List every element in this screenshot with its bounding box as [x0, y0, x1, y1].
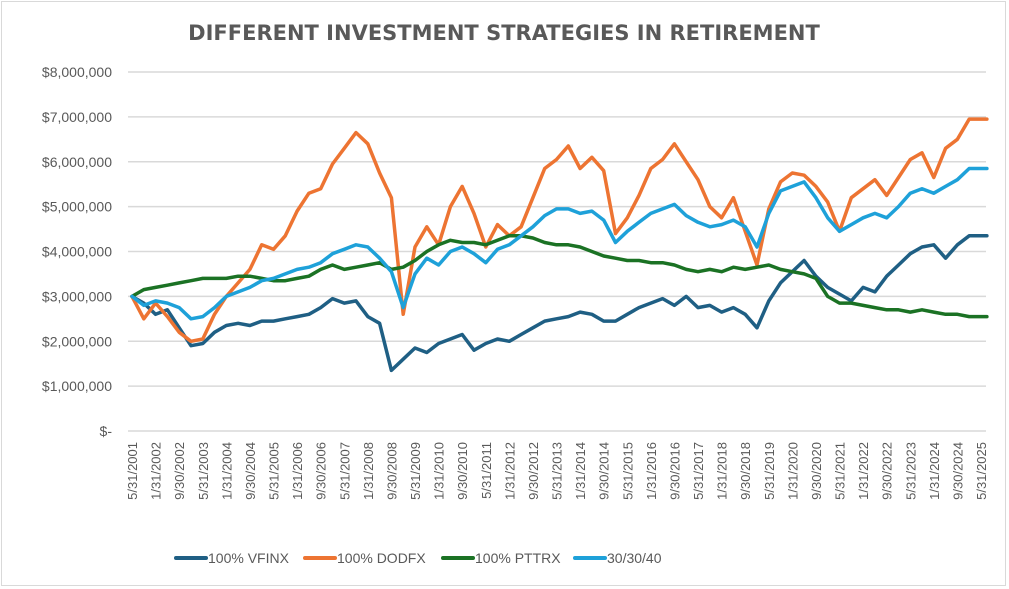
x-tick-label: 1/31/2024 [927, 442, 942, 500]
x-tick-label: 5/31/2025 [974, 442, 989, 500]
x-tick-label: 5/31/2023 [903, 442, 918, 500]
x-tick-label: 5/31/2017 [691, 442, 706, 500]
x-tick-label: 5/31/2009 [408, 442, 423, 500]
x-tick-label: 9/30/2020 [809, 442, 824, 500]
x-axis-ticks: 5/31/2001 1/31/2002 9/30/2002 5/31/2003 1/31… [125, 442, 989, 500]
x-tick-label: 1/31/2018 [715, 442, 730, 500]
legend-label: 100% DODFX [337, 550, 426, 566]
x-tick-label: 5/31/2015 [620, 442, 635, 500]
y-axis-ticks: $- $1,000,000 $2,000,000 $3,000,000 $4,000,0… [42, 64, 112, 439]
x-tick-label: 9/30/2024 [950, 442, 965, 500]
x-tick-label: 1/31/2022 [856, 442, 871, 500]
x-tick-label: 5/31/2013 [550, 442, 565, 500]
series-line-30-30-40 [130, 166, 989, 321]
y-tick-label: $4,000,000 [42, 244, 112, 260]
x-tick-label: 1/31/2020 [785, 442, 800, 500]
y-tick-label: $2,000,000 [42, 333, 112, 349]
x-tick-label: 9/30/2014 [597, 442, 612, 500]
x-tick-label: 9/30/2018 [738, 442, 753, 500]
series-line-100-vfinx [130, 234, 989, 373]
x-tick-label: 1/31/2002 [149, 442, 164, 500]
legend-label: 30/30/40 [607, 550, 662, 566]
y-tick-label: $6,000,000 [42, 154, 112, 170]
x-tick-label: 5/31/2011 [479, 442, 494, 499]
gridlines [128, 71, 986, 432]
x-tick-label: 1/31/2014 [573, 442, 588, 500]
x-tick-label: 1/31/2006 [290, 442, 305, 500]
x-tick-label: 5/31/2003 [196, 442, 211, 500]
x-tick-label: 9/30/2006 [314, 442, 329, 500]
x-tick-label: 9/30/2008 [384, 442, 399, 500]
series-lines [130, 117, 989, 373]
y-tick-label: $8,000,000 [42, 64, 112, 80]
x-tick-label: 9/30/2022 [880, 442, 895, 500]
y-tick-label: $7,000,000 [42, 109, 112, 125]
legend: 100% VFINX 100% DODFX 100% PTTRX 30/30/40 [174, 550, 662, 566]
x-tick-label: 1/31/2016 [644, 442, 659, 500]
x-tick-label: 9/30/2002 [172, 442, 187, 500]
y-tick-label: $1,000,000 [42, 378, 112, 394]
x-tick-label: 5/31/2007 [337, 442, 352, 500]
x-tick-label: 1/31/2004 [219, 442, 234, 500]
legend-label: 100% VFINX [208, 550, 290, 566]
x-tick-label: 5/31/2021 [833, 442, 848, 500]
x-tick-label: 5/31/2001 [125, 442, 140, 500]
series-line-100-pttrx [130, 234, 989, 319]
x-tick-label: 1/31/2012 [502, 442, 517, 500]
x-tick-label: 5/31/2005 [267, 442, 282, 500]
x-tick-label: 9/30/2016 [667, 442, 682, 500]
series-line-100-dodfx [130, 117, 989, 344]
x-tick-label: 9/30/2004 [243, 442, 258, 500]
y-tick-label: $5,000,000 [42, 199, 112, 215]
x-tick-label: 9/30/2010 [455, 442, 470, 500]
x-tick-label: 1/31/2010 [432, 442, 447, 500]
y-tick-label: $- [100, 423, 113, 439]
y-tick-label: $3,000,000 [42, 288, 112, 304]
x-tick-label: 5/31/2019 [762, 442, 777, 500]
chart-title: DIFFERENT INVESTMENT STRATEGIES IN RETIR… [188, 21, 820, 45]
x-tick-label: 9/30/2012 [526, 442, 541, 500]
legend-label: 100% PTTRX [475, 550, 561, 566]
x-tick-label: 1/31/2008 [361, 442, 376, 500]
